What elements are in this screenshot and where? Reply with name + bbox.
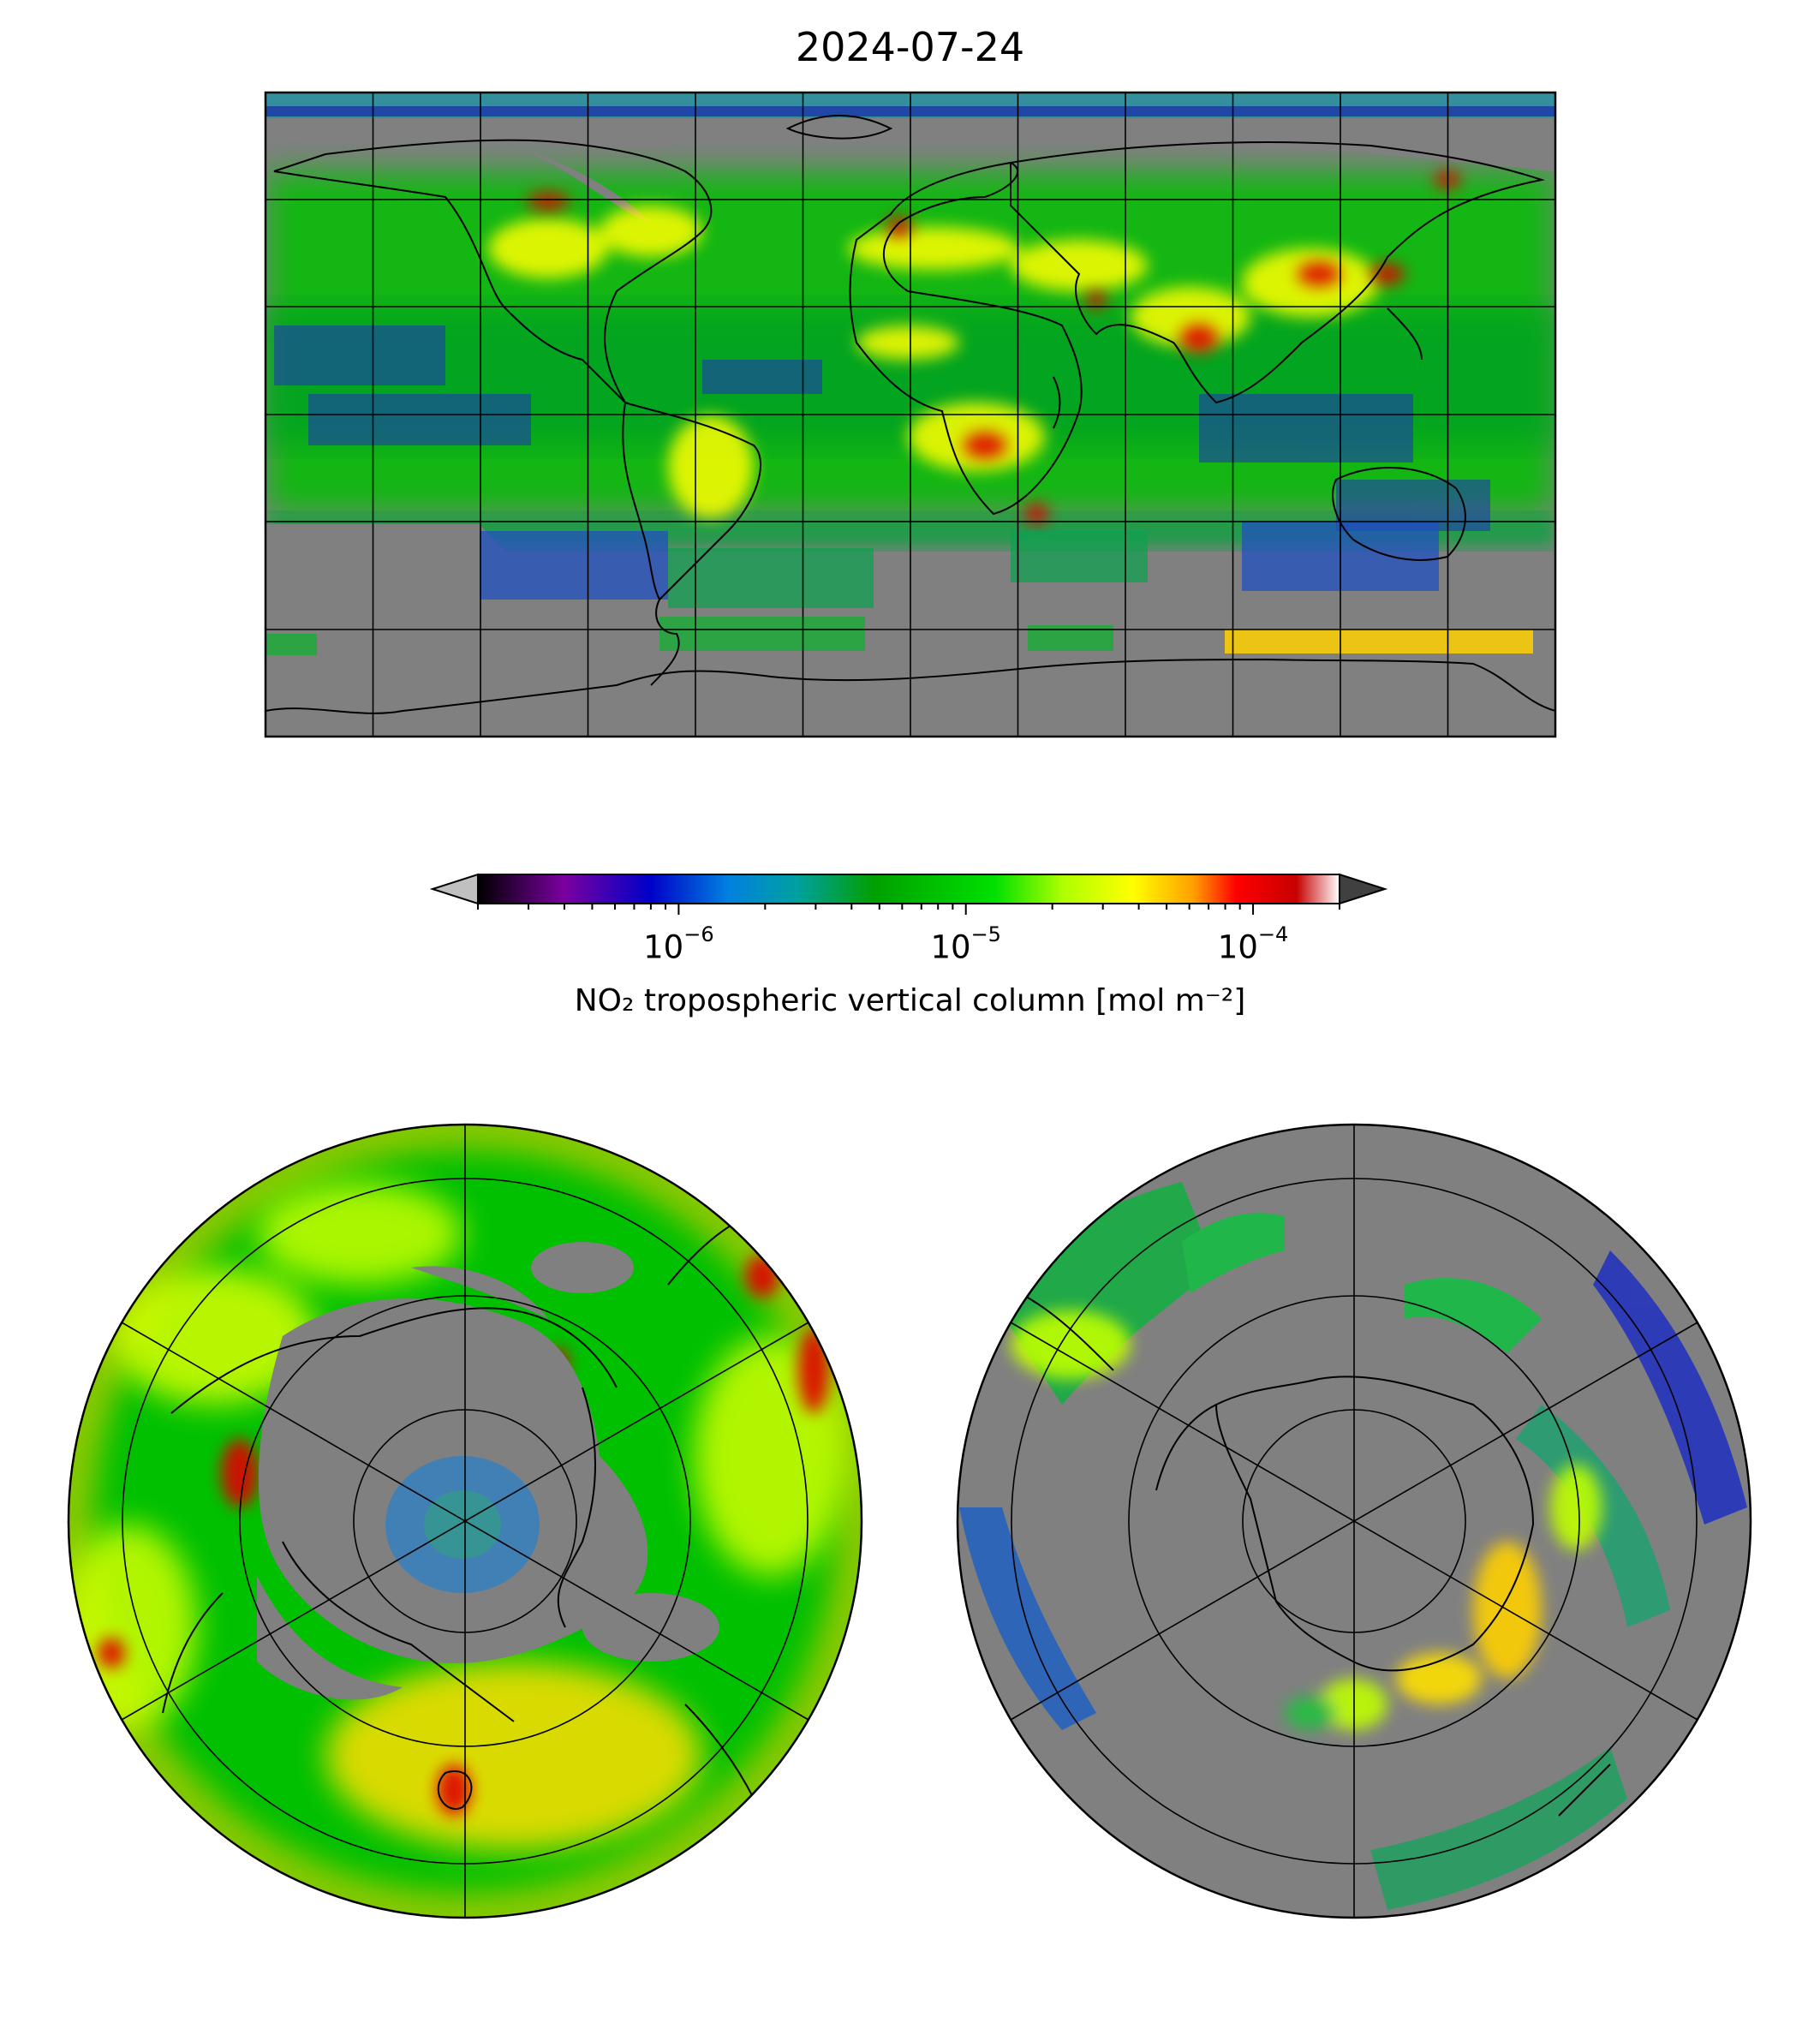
figure-title: 2024-07-24 [795,24,1025,70]
global-map-data [266,92,1555,737]
coastline-south-america [622,401,761,601]
colorbar-gradient [478,874,1340,904]
north-polar-frame [67,1123,863,1919]
coastline-north-america [273,139,713,403]
colorbar-tick-label: 10−4 [1217,922,1289,966]
colorbar-ticks [477,904,1340,915]
coastline-asia [1010,141,1545,404]
colorbar [429,873,1388,915]
global-map-frame [264,91,1557,738]
colorbar-under-extend [429,873,479,905]
coastline-antarctica [266,658,1555,714]
colorbar-tick-label: 10−5 [930,922,1001,966]
north-gridlines [121,1125,809,1918]
south-gridlines [1010,1125,1698,1918]
global-gridlines [266,92,1555,737]
north-polar-map [67,1123,863,1919]
south-polar-map [956,1123,1752,1919]
global-map [264,91,1557,738]
coastline-antarctica-polar [1214,1376,1535,1672]
coastline-europe-africa [849,161,1083,516]
colorbar-tick-label: 10−6 [643,922,714,966]
colorbar-label: NO₂ tropospheric vertical column [mol m⁻… [574,983,1246,1018]
colorbar-over-extend [1339,873,1388,905]
south-polar-frame [956,1123,1752,1919]
